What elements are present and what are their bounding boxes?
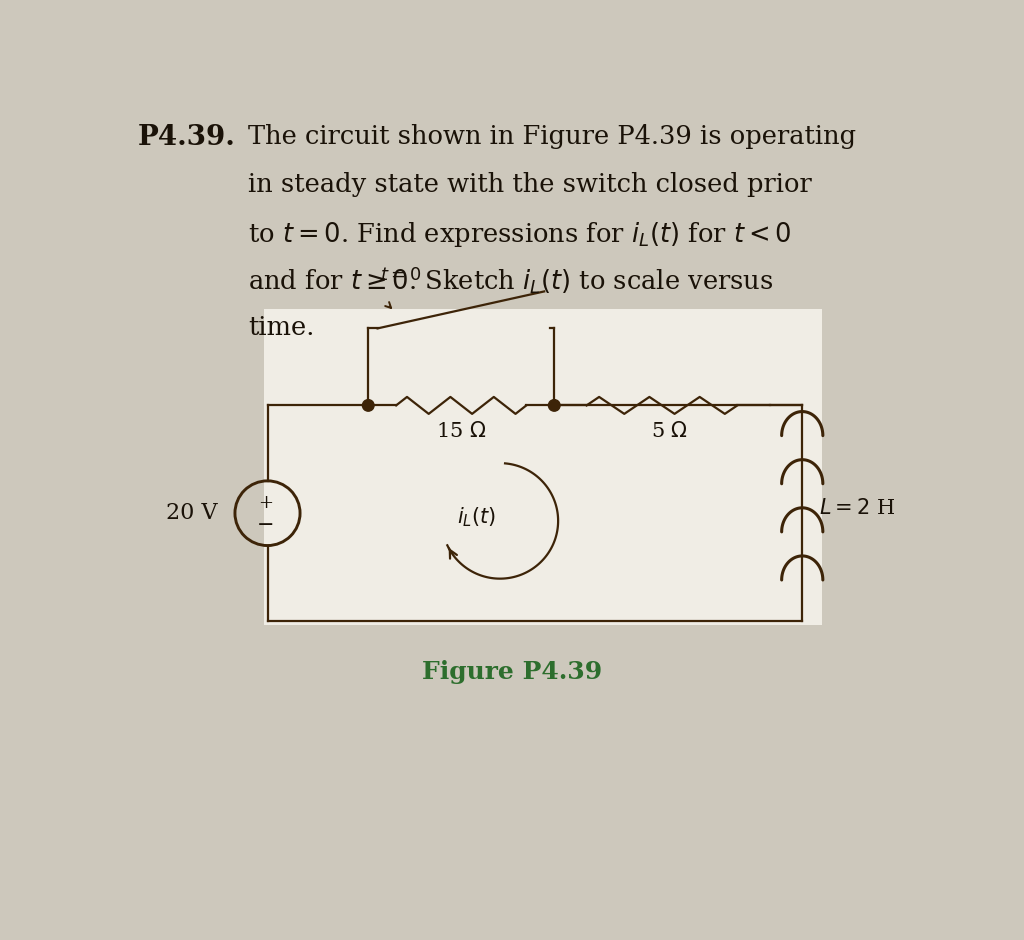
Text: and for $t \geq 0$. Sketch $i_L(t)$ to scale versus: and for $t \geq 0$. Sketch $i_L(t)$ to s…	[248, 268, 774, 296]
Text: $i_L(t)$: $i_L(t)$	[458, 506, 497, 529]
Text: −: −	[257, 516, 274, 535]
Text: The circuit shown in Figure P4.39 is operating: The circuit shown in Figure P4.39 is ope…	[248, 124, 856, 149]
Text: 20 V: 20 V	[166, 502, 217, 525]
Text: to $t = 0$. Find expressions for $i_L(t)$ for $t < 0$: to $t = 0$. Find expressions for $i_L(t)…	[248, 220, 792, 249]
Circle shape	[362, 400, 374, 411]
Text: in steady state with the switch closed prior: in steady state with the switch closed p…	[248, 172, 812, 197]
Text: 15 $\Omega$: 15 $\Omega$	[436, 421, 486, 441]
Text: $L = 2$ H: $L = 2$ H	[819, 498, 895, 518]
Text: Figure P4.39: Figure P4.39	[422, 660, 602, 683]
FancyBboxPatch shape	[263, 309, 821, 625]
Text: P4.39.: P4.39.	[138, 124, 236, 151]
Text: time.: time.	[248, 315, 314, 340]
Text: +: +	[258, 494, 273, 512]
Text: $t = 0$: $t = 0$	[380, 266, 421, 284]
Text: 5 $\Omega$: 5 $\Omega$	[651, 421, 688, 441]
Circle shape	[549, 400, 560, 411]
